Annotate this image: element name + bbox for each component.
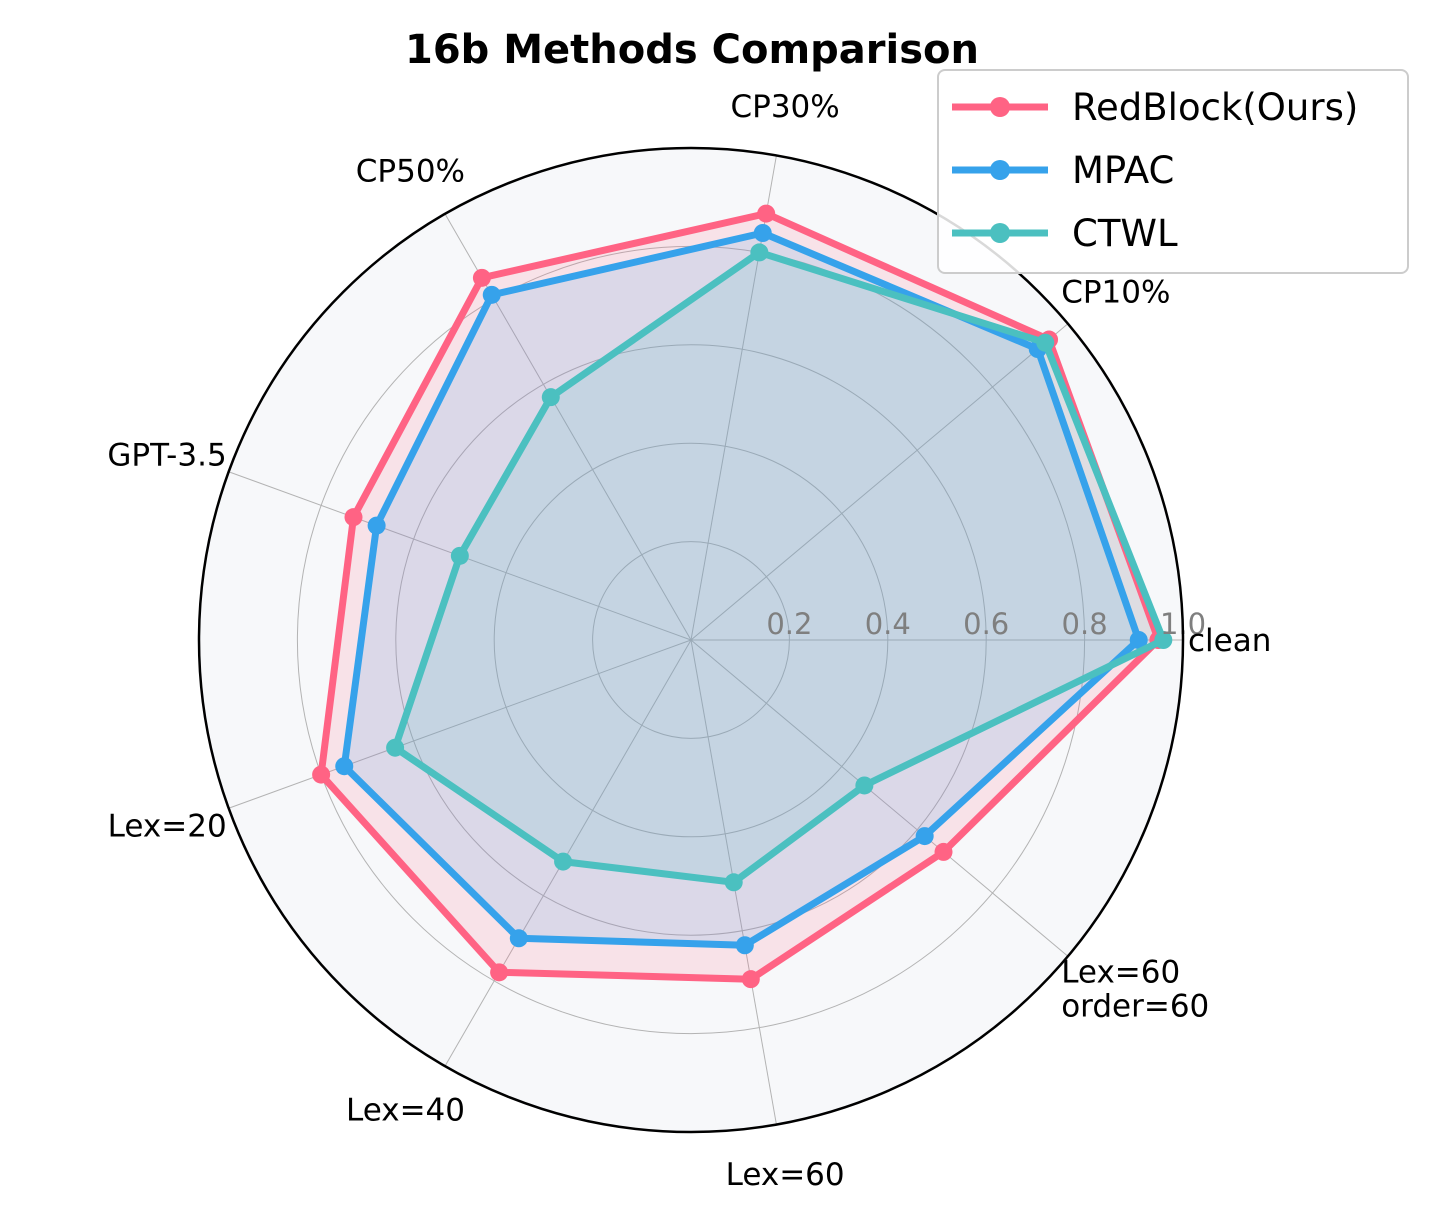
data-point <box>753 223 772 242</box>
series-fill-3 <box>395 252 1164 883</box>
data-point <box>344 508 363 527</box>
axis-label-8: Lex=60 <box>726 1157 845 1193</box>
series-line-1 <box>317 210 1162 983</box>
data-point <box>482 285 501 304</box>
data-point <box>1129 631 1148 649</box>
axis-label-2: CP10% <box>1061 275 1170 311</box>
legend-box <box>937 69 1409 274</box>
data-point <box>741 970 760 989</box>
data-point <box>915 827 934 846</box>
data-point <box>757 204 776 223</box>
data-point <box>450 546 469 565</box>
data-point <box>541 388 560 407</box>
data-point <box>367 516 386 535</box>
legend-marker <box>990 223 1010 243</box>
legend-label: RedBlock(Ours) <box>1072 86 1358 129</box>
series-line-2 <box>340 229 1143 949</box>
data-point <box>509 929 528 948</box>
grid-spoke <box>228 639 692 809</box>
series-fill-1 <box>321 213 1159 980</box>
data-point <box>554 852 573 871</box>
data-point <box>335 757 354 776</box>
chart-title: 16b Methods Comparison <box>405 27 979 73</box>
data-point <box>855 776 874 795</box>
grid-spoke <box>690 639 1069 957</box>
outer-frame <box>197 146 1185 1134</box>
r-tick-label: 0.2 <box>766 607 812 641</box>
r-tick-label: 0.6 <box>963 607 1009 641</box>
r-tick-label: 0.8 <box>1062 607 1108 641</box>
data-point <box>490 963 509 982</box>
data-point <box>724 873 743 892</box>
axis-label-4: CP50% <box>356 154 465 190</box>
data-point <box>312 765 331 784</box>
series-line-3 <box>391 248 1167 886</box>
axis-label-6: Lex=20 <box>108 808 227 844</box>
data-point <box>934 842 953 861</box>
data-point <box>750 243 769 262</box>
legend: RedBlock(Ours) MPAC CTWL <box>937 69 1409 274</box>
data-point <box>472 268 491 287</box>
grid-spoke <box>690 323 1069 641</box>
data-point <box>386 738 405 757</box>
data-point <box>1036 333 1055 352</box>
data-point <box>735 936 754 955</box>
axis-label-7: Lex=40 <box>346 1092 465 1128</box>
legend-label: MPAC <box>1072 149 1174 192</box>
grid-spoke <box>444 639 692 1067</box>
axis-label-5: GPT-3.5 <box>107 438 226 474</box>
legend-marker <box>990 160 1010 180</box>
data-point <box>1154 631 1173 649</box>
axis-label-3: CP30% <box>730 89 839 125</box>
legend-label: CTWL <box>1072 212 1178 255</box>
axis-label-1: clean <box>1188 623 1271 659</box>
legend-marker <box>990 97 1010 117</box>
axis-label-9: Lex=60 order=60 <box>1061 954 1209 1024</box>
plot-area: 0.2 0.4 0.6 0.8 1.0cleanCP10%CP30%CP50%GPT-3… <box>107 89 1271 1193</box>
r-tick-label: 0.4 <box>865 607 911 641</box>
